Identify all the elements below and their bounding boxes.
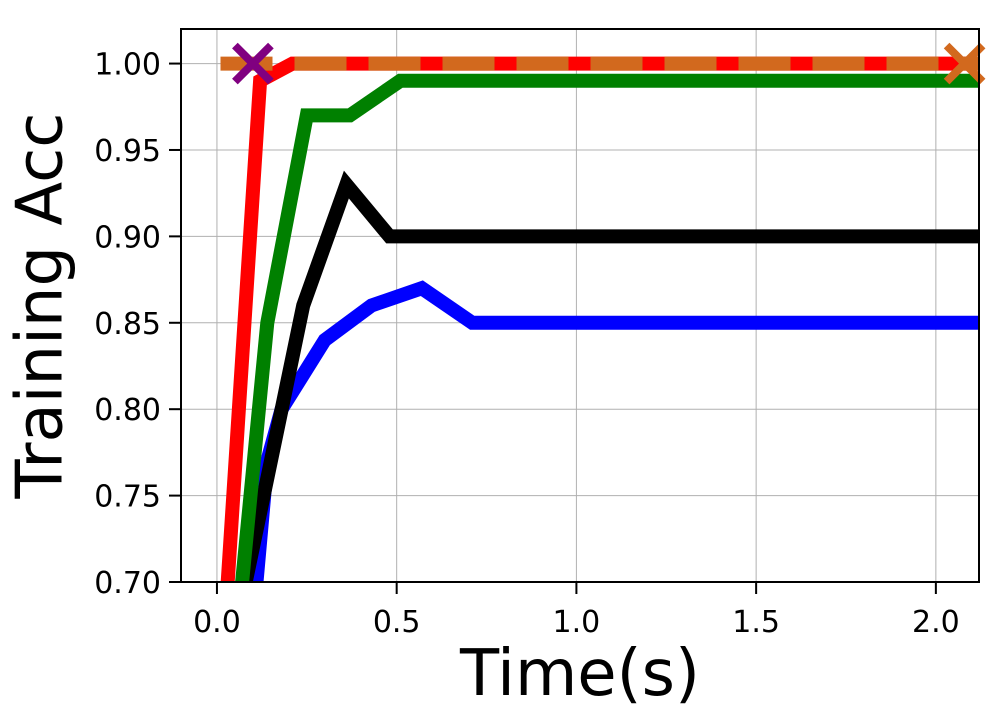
series-line-2 xyxy=(238,170,979,582)
x-tick-label: 2.0 xyxy=(912,605,960,640)
y-tick-label: 0.95 xyxy=(94,134,161,169)
x-marker-2 xyxy=(943,42,986,85)
ticks: 0.0 0.5 1.0 1.5 2.0 0.70 0.75 0.80 0.85 0.90 0.95 1… xyxy=(94,48,960,640)
y-axis-title: Training Acc xyxy=(4,113,78,500)
x-marker-1 xyxy=(232,42,274,85)
series-layer xyxy=(220,56,979,582)
x-tick-label: 0.5 xyxy=(373,605,421,640)
series-line-3 xyxy=(235,73,979,582)
marker-layer xyxy=(232,42,986,85)
y-tick-label: 0.90 xyxy=(94,220,161,255)
x-tick-label: 1.0 xyxy=(553,605,601,640)
plot-frame xyxy=(180,28,980,583)
y-tick-label: 0.75 xyxy=(94,480,161,515)
y-tick-label: 0.85 xyxy=(94,307,161,342)
x-tick-label: 1.5 xyxy=(732,605,780,640)
x-axis-title: Time(s) xyxy=(459,637,700,711)
series-line-1 xyxy=(249,280,979,582)
x-tick-label: 0.0 xyxy=(193,605,241,640)
y-tick-label: 0.80 xyxy=(94,393,161,428)
y-tick-label: 0.70 xyxy=(94,566,161,601)
y-tick-label: 1.00 xyxy=(94,48,161,83)
